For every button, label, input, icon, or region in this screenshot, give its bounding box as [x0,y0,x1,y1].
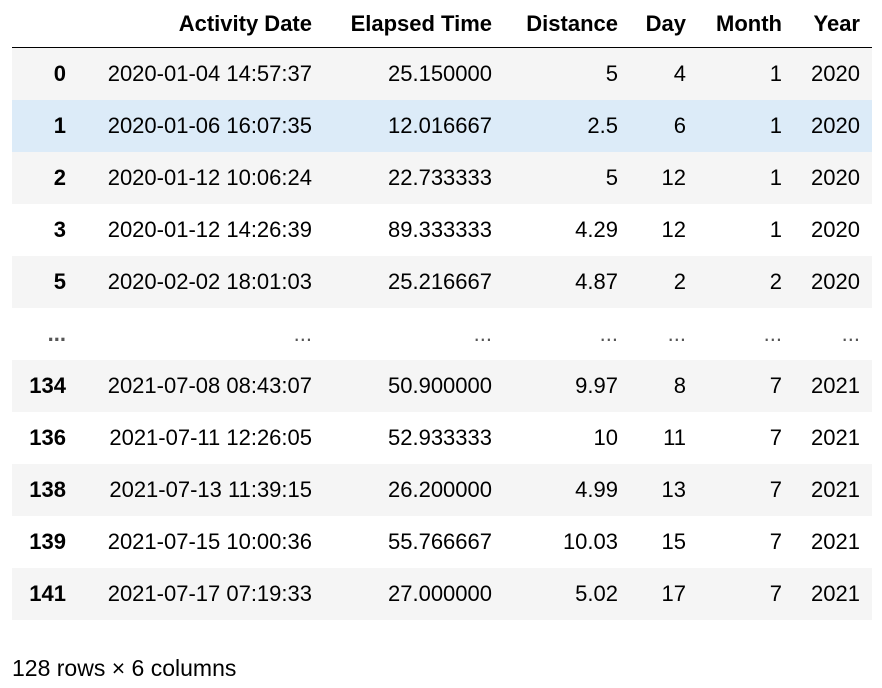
dataframe-table: Activity Date Elapsed Time Distance Day … [12,0,872,620]
cell-day: ... [667,321,686,346]
cell-day: 13 [661,477,686,502]
cell-distance: 4.29 [575,217,618,242]
cell-elapsed-time: 52.933333 [388,425,492,450]
cell-distance: 9.97 [575,373,618,398]
cell-elapsed-time: 55.766667 [388,529,492,554]
cell-month: 7 [769,581,782,606]
cell-day: 8 [673,373,686,398]
table-row: 138 2021-07-13 11:39:15 26.200000 4.99 1… [12,464,872,516]
cell-distance: 4.87 [575,269,618,294]
cell-day: 12 [661,165,686,190]
cell-activity-date: 2020-02-02 18:01:03 [107,269,312,294]
column-header-distance: Distance [504,0,630,48]
dataframe-shape-summary: 128 rows × 6 columns [12,655,237,681]
cell-elapsed-time: 27.000000 [388,581,492,606]
cell-elapsed-time: 25.216667 [388,269,492,294]
cell-distance: 10 [593,425,618,450]
index-header [12,0,78,48]
table-row: 134 2021-07-08 08:43:07 50.900000 9.97 8… [12,360,872,412]
table-row: 139 2021-07-15 10:00:36 55.766667 10.03 … [12,516,872,568]
table-row: 1 2020-01-06 16:07:35 12.016667 2.5 6 1 … [12,100,872,152]
cell-activity-date: 2021-07-13 11:39:15 [109,477,312,502]
cell-year: 2020 [811,61,860,86]
row-index: 136 [29,425,66,450]
cell-month: 7 [769,477,782,502]
column-header-day: Day [630,0,698,48]
table-row: 136 2021-07-11 12:26:05 52.933333 10 11 … [12,412,872,464]
row-index: 5 [53,269,66,294]
cell-year: 2020 [811,165,860,190]
cell-year: 2021 [811,581,860,606]
cell-elapsed-time: 89.333333 [388,217,492,242]
cell-activity-date: 2021-07-08 08:43:07 [107,373,312,398]
row-index: 0 [53,61,66,86]
row-index: 141 [29,581,66,606]
header-row: Activity Date Elapsed Time Distance Day … [12,0,872,48]
table-row: 2 2020-01-12 10:06:24 22.733333 5 12 1 2… [12,152,872,204]
column-header-year: Year [794,0,872,48]
cell-elapsed-time: 12.016667 [388,113,492,138]
cell-year: ... [841,321,860,346]
row-index: 1 [53,113,66,138]
cell-year: 2021 [811,477,860,502]
cell-month: 2 [769,269,782,294]
cell-activity-date: 2021-07-17 07:19:33 [107,581,312,606]
row-index: 139 [29,529,66,554]
cell-day: 6 [673,113,686,138]
cell-distance: 2.5 [587,113,618,138]
cell-day: 2 [673,269,686,294]
cell-activity-date: 2020-01-06 16:07:35 [107,113,312,138]
row-index: 138 [29,477,66,502]
table-row: 0 2020-01-04 14:57:37 25.150000 5 4 1 20… [12,47,872,100]
row-index: 2 [53,165,66,190]
table-row: 141 2021-07-17 07:19:33 27.000000 5.02 1… [12,568,872,620]
cell-distance: 5 [605,61,618,86]
cell-year: 2021 [811,425,860,450]
cell-month: 7 [769,529,782,554]
cell-day: 12 [661,217,686,242]
cell-activity-date: ... [293,321,312,346]
cell-year: 2020 [811,269,860,294]
column-header-month: Month [698,0,794,48]
dataframe-output: Activity Date Elapsed Time Distance Day … [12,0,872,620]
cell-month: 7 [769,373,782,398]
cell-month: 1 [769,165,782,190]
cell-year: 2021 [811,373,860,398]
table-row: 3 2020-01-12 14:26:39 89.333333 4.29 12 … [12,204,872,256]
cell-activity-date: 2020-01-04 14:57:37 [107,61,312,86]
cell-year: 2020 [811,217,860,242]
cell-year: 2020 [811,113,860,138]
cell-year: 2021 [811,529,860,554]
cell-activity-date: 2020-01-12 10:06:24 [107,165,312,190]
cell-month: 1 [769,61,782,86]
row-index: 134 [29,373,66,398]
cell-month: 1 [769,217,782,242]
cell-elapsed-time: 50.900000 [388,373,492,398]
cell-distance: 5.02 [575,581,618,606]
cell-day: 4 [673,61,686,86]
cell-month: 1 [769,113,782,138]
cell-distance: 4.99 [575,477,618,502]
row-index: 3 [53,217,66,242]
cell-elapsed-time: 26.200000 [388,477,492,502]
cell-distance: 10.03 [562,529,618,554]
cell-activity-date: 2020-01-12 14:26:39 [107,217,312,242]
cell-elapsed-time: 22.733333 [388,165,492,190]
cell-distance: 5 [605,165,618,190]
cell-elapsed-time: ... [473,321,492,346]
row-index: ... [47,321,66,346]
cell-activity-date: 2021-07-15 10:00:36 [107,529,312,554]
cell-day: 11 [663,425,686,450]
cell-activity-date: 2021-07-11 12:26:05 [109,425,312,450]
cell-elapsed-time: 25.150000 [388,61,492,86]
cell-month: 7 [769,425,782,450]
column-header-activity-date: Activity Date [78,0,324,48]
cell-distance: ... [599,321,618,346]
table-row: 5 2020-02-02 18:01:03 25.216667 4.87 2 2… [12,256,872,308]
column-header-elapsed-time: Elapsed Time [324,0,504,48]
ellipsis-row: ... ... ... ... ... ... ... [12,308,872,360]
cell-day: 17 [661,581,686,606]
cell-day: 15 [661,529,686,554]
cell-month: ... [763,321,782,346]
